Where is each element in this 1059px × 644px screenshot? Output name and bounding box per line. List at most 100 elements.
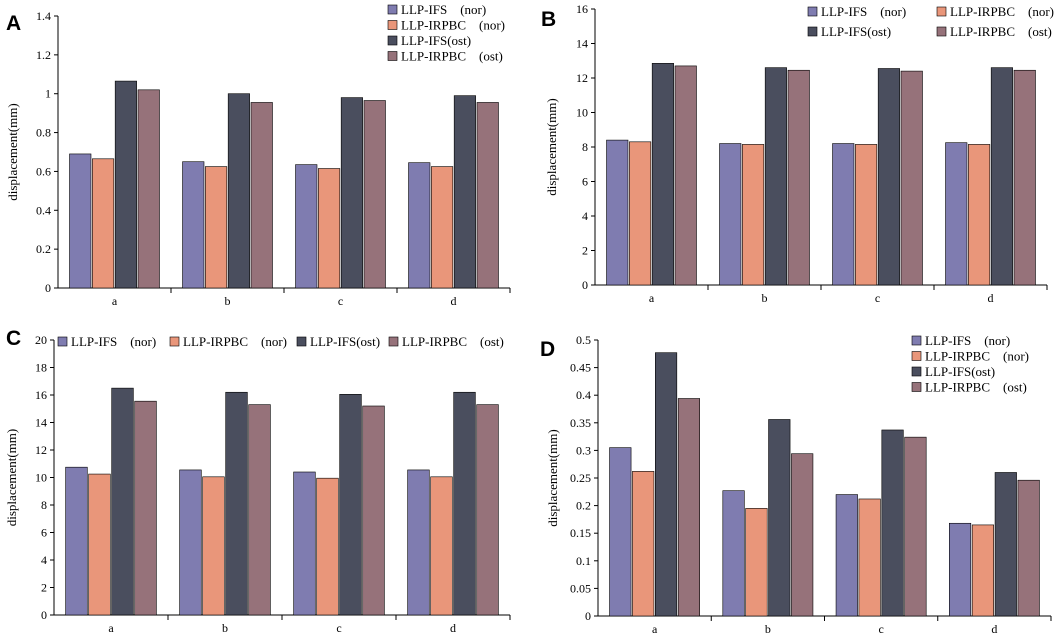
y-tick-label: 10 (576, 106, 588, 120)
y-tick-label: 0.35 (570, 416, 591, 430)
legend-label: LLP-IRPBC (ost) (402, 334, 504, 349)
y-tick-label: 4 (41, 553, 47, 567)
y-tick-label: 18 (35, 361, 47, 375)
y-tick-label: 6 (41, 526, 47, 540)
legend-label: LLP-IRPBC (nor) (183, 334, 287, 349)
legend-swatch (387, 51, 398, 61)
x-category-label: a (108, 621, 114, 635)
legend-swatch (911, 335, 922, 346)
bar-c-d-2 (430, 476, 453, 616)
bar-b-b-2 (742, 144, 765, 286)
x-category-label: d (450, 621, 456, 635)
chart-panel-d: D 0 0.05 0.1 0.15 0.2 0.25 0.3 0.35 0.4 0.45 0.5 dis… (540, 333, 1052, 636)
x-category-label: b (225, 294, 231, 308)
legend-swatch (911, 366, 922, 377)
legend-swatch (807, 26, 818, 37)
y-tick-label: 0.2 (576, 499, 591, 513)
y-tick-label: 0 (41, 608, 47, 622)
x-category-label: a (649, 291, 655, 305)
legend-swatch (57, 336, 68, 347)
x-category-label: b (762, 291, 768, 305)
bar-d-c-4 (904, 436, 927, 617)
bar-b-d-3 (990, 67, 1013, 286)
y-axis-title: displacement(mm) (5, 103, 20, 200)
bar-b-b-3 (764, 67, 787, 286)
legend-label: LLP-IRPBC (ost) (950, 24, 1052, 39)
legend-label: LLP-IRPBC (nor) (925, 349, 1029, 364)
bar-a-b-4 (250, 102, 273, 289)
bar-a-d-2 (431, 166, 454, 289)
bar-c-a-2 (88, 473, 111, 616)
bar-a-a-2 (92, 158, 115, 289)
bar-a-b-2 (205, 166, 228, 289)
bar-d-c-2 (858, 498, 881, 617)
bar-c-d-4 (476, 404, 499, 616)
bar-d-a-3 (655, 352, 678, 617)
bar-c-a-4 (134, 400, 157, 616)
bar-d-a-1 (609, 447, 632, 617)
y-tick-label: 0.25 (570, 471, 591, 485)
bar-b-c-3 (877, 68, 900, 286)
legend: LLP-IFS (nor)LLP-IRPBC (nor)LLP-IFS(ost)… (911, 333, 1029, 395)
y-tick-label: 0 (582, 278, 588, 292)
chart-panel-c: C 0 2 4 6 8 10 12 14 16 18 20 displacement(mm) a b c d LL… (4, 327, 511, 635)
legend-label: LLP-IFS (nor) (925, 333, 1010, 348)
bar-b-b-1 (719, 143, 742, 286)
y-axis-title: displacement(mm) (4, 429, 19, 526)
bar-a-c-1 (295, 164, 318, 289)
y-tick-label: 0.15 (570, 526, 591, 540)
legend-label: LLP-IFS(ost) (310, 334, 380, 349)
bar-d-d-2 (971, 524, 994, 617)
y-tick-label: 12 (35, 443, 47, 457)
x-category-label: d (991, 622, 997, 636)
y-tick-label: 0 (45, 281, 51, 295)
legend-label: LLP-IRPBC (nor) (401, 18, 505, 33)
x-category-label: c (336, 621, 341, 635)
legend-swatch (807, 6, 818, 17)
legend: LLP-IFS (nor)LLP-IRPBC (nor)LLP-IFS(ost)… (57, 334, 504, 349)
chart-panel-b: B 0 2 4 6 8 10 12 14 16 displacement(mm) a b c d LLP-IF… (541, 2, 1054, 305)
panel-label: A (6, 12, 21, 35)
bar-a-a-3 (114, 80, 137, 289)
bar-d-b-1 (722, 490, 745, 617)
y-tick-label: 6 (582, 175, 588, 189)
bar-b-d-2 (968, 144, 991, 286)
y-tick-label: 0.4 (576, 388, 591, 402)
bar-a-c-4 (363, 100, 386, 289)
y-tick-label: 10 (35, 471, 47, 485)
y-tick-label: 1.4 (36, 9, 51, 23)
y-tick-label: 0.1 (576, 554, 591, 568)
y-axis-title: displacement(mm) (544, 98, 559, 195)
x-category-label: d (451, 294, 457, 308)
y-tick-label: 0.05 (570, 581, 591, 595)
legend-label: LLP-IFS(ost) (821, 24, 891, 39)
bar-b-c-1 (832, 143, 855, 286)
x-category-label: c (338, 294, 343, 308)
bar-d-d-4 (1017, 479, 1040, 617)
bar-b-c-2 (855, 144, 878, 286)
y-tick-label: 0.2 (36, 242, 51, 256)
legend-label: LLP-IFS (nor) (401, 2, 486, 17)
legend-label: LLP-IFS (nor) (821, 4, 906, 19)
legend-swatch (387, 35, 398, 46)
legend-label: LLP-IFS(ost) (401, 33, 471, 48)
bar-d-c-1 (835, 494, 858, 617)
y-tick-label: 2 (582, 244, 588, 258)
y-tick-label: 0.3 (576, 443, 591, 457)
bar-c-d-3 (453, 391, 476, 616)
bar-b-b-4 (787, 69, 810, 286)
y-tick-label: 0.8 (36, 126, 51, 140)
bar-c-c-4 (362, 405, 385, 616)
legend-swatch (936, 26, 947, 37)
bar-b-a-2 (629, 141, 652, 286)
y-tick-label: 0.45 (570, 361, 591, 375)
bar-b-d-4 (1013, 69, 1036, 286)
x-category-label: c (875, 291, 880, 305)
bar-a-d-4 (476, 102, 499, 289)
bar-a-a-1 (69, 153, 92, 289)
y-tick-label: 20 (35, 333, 47, 347)
panel-label: D (540, 338, 555, 361)
bar-c-b-3 (225, 391, 248, 616)
x-category-label: b (765, 622, 771, 636)
bar-c-b-1 (179, 469, 202, 616)
